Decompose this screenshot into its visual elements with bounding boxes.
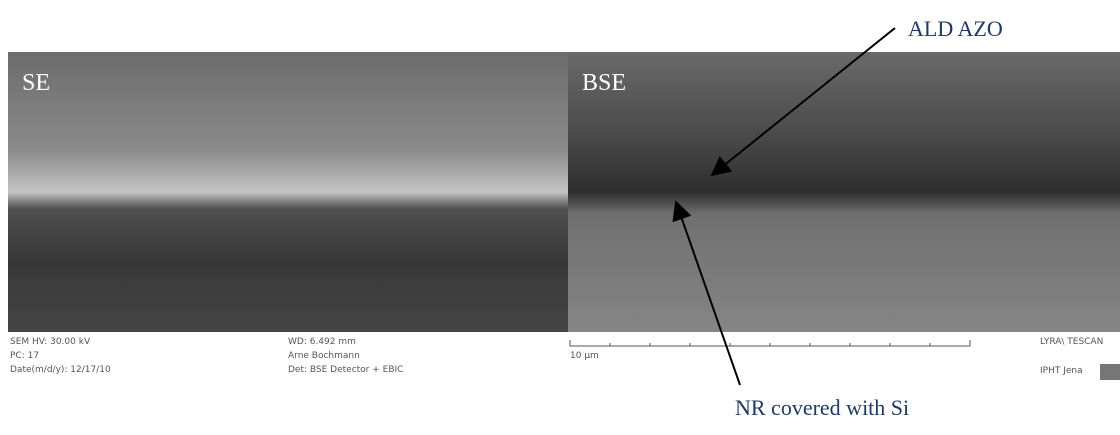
info-text: Date(m/d/y): 12/17/10 xyxy=(10,365,111,375)
info-text: WD: 6.492 mm xyxy=(288,337,356,347)
info-text: PC: 17 xyxy=(10,351,39,361)
info-text: Det: BSE Detector + EBIC xyxy=(288,365,403,375)
info-text: IPHT Jena xyxy=(1040,366,1083,376)
scale-label: 10 µm xyxy=(570,351,599,361)
figure: SE BSE SEM HV: 30.00 kV PC: 17 Date(m/d/… xyxy=(0,0,1120,435)
logo xyxy=(1100,364,1120,380)
info-text: Arne Bochmann xyxy=(288,351,360,361)
se-image xyxy=(8,52,568,332)
info-text: SEM HV: 30.00 kV xyxy=(10,337,91,347)
panel-label: SE xyxy=(22,70,50,96)
panel-label: BSE xyxy=(582,70,626,96)
info-bar: SEM HV: 30.00 kV PC: 17 Date(m/d/y): 12/… xyxy=(10,337,1120,380)
annotation: NR covered with Si xyxy=(735,395,909,420)
info-text: LYRA\ TESCAN xyxy=(1040,337,1103,347)
annotation: ALD AZO xyxy=(908,16,1003,41)
scale-bar xyxy=(570,340,970,346)
bse-image xyxy=(568,52,1120,332)
